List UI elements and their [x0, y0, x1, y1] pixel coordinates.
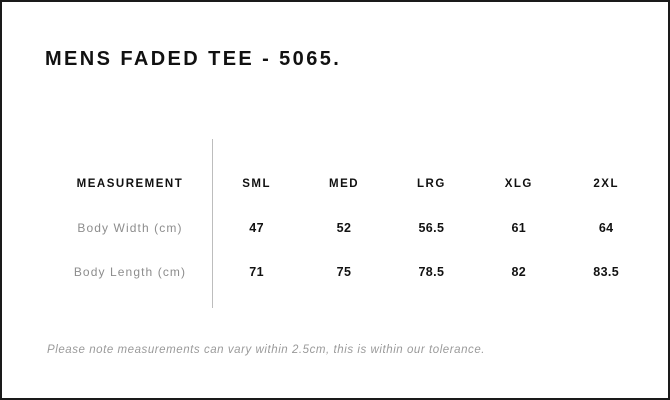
body-length-med: 75	[336, 265, 352, 279]
body-length-sml: 71	[249, 265, 264, 279]
table-row: Body Length (cm) 71 75 78.5 82 83.5	[2, 250, 670, 294]
table-column-divider	[212, 139, 213, 308]
row-spacer	[650, 250, 670, 294]
header-size-xlg: XLG	[504, 178, 533, 190]
body-width-med: 52	[336, 221, 352, 235]
header-measurement: MEASUREMENT	[76, 178, 184, 190]
body-width-2xl: 64	[598, 221, 614, 235]
row-label-body-length: Body Length (cm)	[73, 265, 187, 279]
table-row: Body Width (cm) 47 52 56.5 61 64	[2, 206, 670, 250]
table-body: Body Width (cm) 47 52 56.5 61 64 Body Le…	[2, 206, 670, 294]
body-width-xlg: 61	[511, 221, 527, 235]
row-spacer	[650, 206, 670, 250]
body-width-sml: 47	[249, 221, 264, 235]
header-size-2xl: 2XL	[593, 178, 619, 190]
table-header-row: MEASUREMENT SML MED LRG XLG 2XL	[2, 162, 670, 206]
page-title: MENS FADED TEE - 5065.	[45, 48, 342, 70]
body-length-2xl: 83.5	[593, 265, 620, 279]
row-label-body-width: Body Width (cm)	[77, 221, 183, 235]
header-spacer	[650, 162, 670, 206]
body-length-xlg: 82	[511, 265, 527, 279]
header-size-lrg: LRG	[417, 178, 446, 190]
body-width-lrg: 56.5	[418, 221, 445, 235]
header-size-sml: SML	[242, 178, 272, 190]
header-size-med: MED	[328, 178, 360, 190]
size-chart-table: MEASUREMENT SML MED LRG XLG 2XL Body Wid…	[2, 162, 670, 294]
table-header: MEASUREMENT SML MED LRG XLG 2XL	[2, 162, 670, 206]
body-length-lrg: 78.5	[418, 265, 445, 279]
tolerance-footnote: Please note measurements can vary within…	[47, 344, 486, 356]
